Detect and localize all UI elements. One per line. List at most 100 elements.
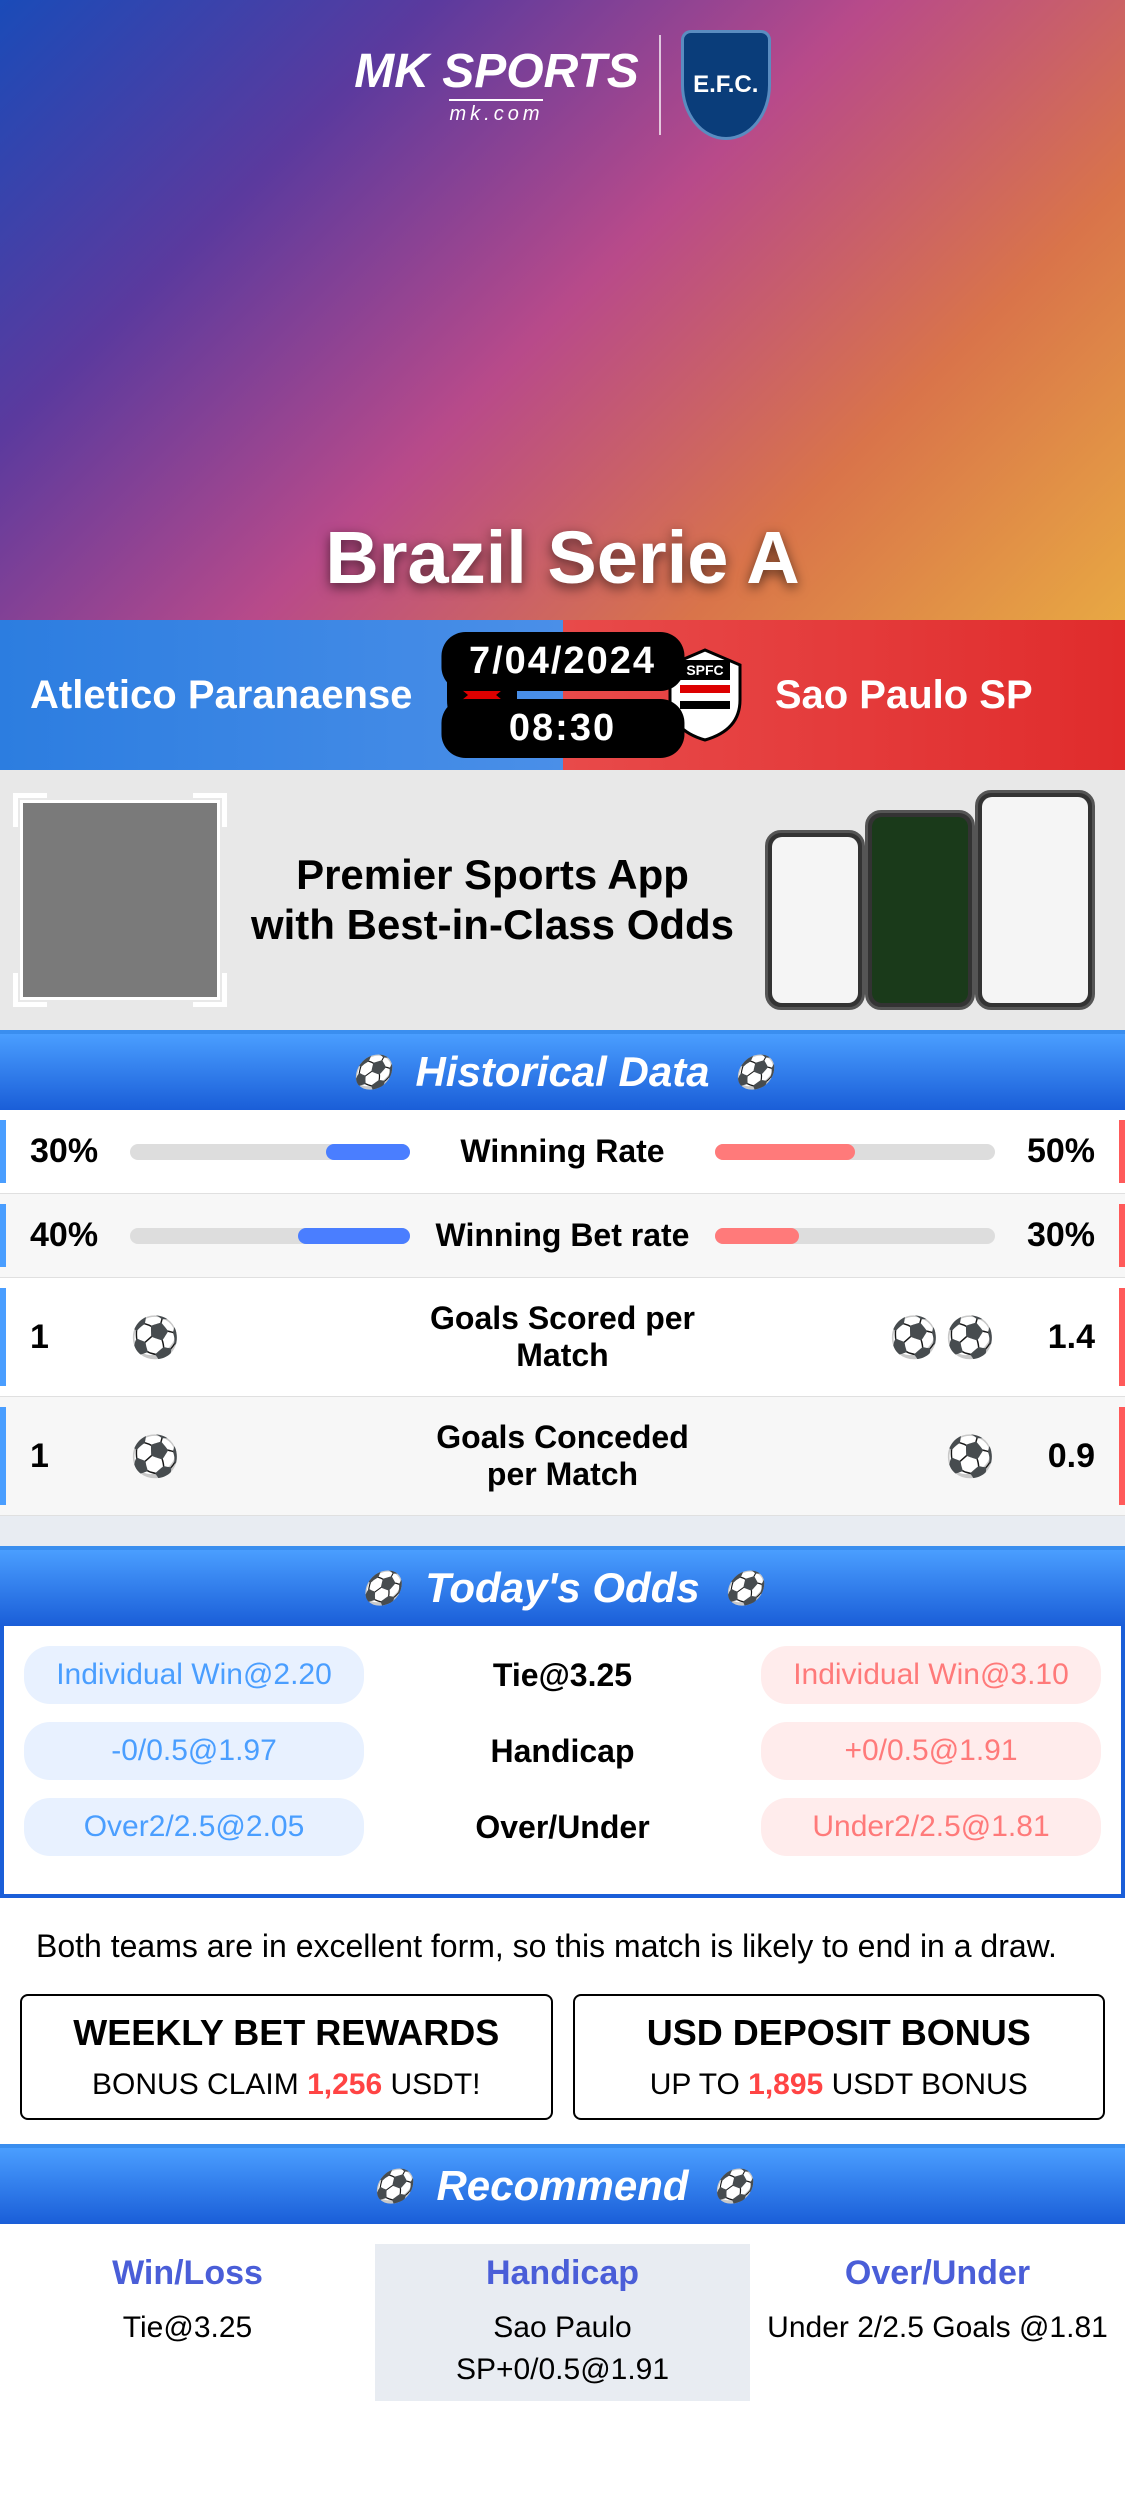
hist-icons-left: ⚽ (130, 1433, 410, 1480)
soccer-icon: ⚽ (734, 1053, 774, 1091)
logo-divider (659, 35, 661, 135)
hist-val-right: 1.4 (995, 1318, 1095, 1357)
historical-body: 30% Winning Rate 50% 40% Winning Bet rat… (0, 1110, 1125, 1516)
match-datetime: 7/04/2024 08:30 (441, 632, 684, 758)
match-time: 08:30 (441, 699, 684, 758)
bonus-sub: BONUS CLAIM 1,256 USDT! (32, 2068, 541, 2102)
hist-bar-right (715, 1228, 995, 1244)
rec-title: Handicap (383, 2254, 742, 2293)
odds-right[interactable]: Individual Win@3.10 (761, 1646, 1101, 1704)
match-date: 7/04/2024 (441, 632, 684, 691)
qr-placeholder[interactable] (20, 800, 220, 1000)
league-title: Brazil Serie A (0, 515, 1125, 600)
spacer (0, 1516, 1125, 1546)
hist-bar-left (130, 1228, 410, 1244)
goal-icon: ⚽ (130, 1433, 180, 1480)
hero-banner: MK SPORTS mk.com E.F.C. Brazil Serie A (0, 0, 1125, 620)
hist-bar-right (715, 1144, 995, 1160)
hist-icons-right: ⚽ (715, 1433, 995, 1480)
rec-title: Over/Under (758, 2254, 1117, 2293)
recommend-col[interactable]: Handicap Sao Paulo SP+0/0.5@1.91 (375, 2244, 750, 2401)
odds-center: Tie@3.25 (364, 1657, 761, 1694)
hist-label: Goals Conceded per Match (410, 1419, 715, 1493)
soccer-icon: ⚽ (361, 1569, 401, 1607)
bonus-title: USD DEPOSIT BONUS (585, 2012, 1094, 2054)
brand-sub: mk.com (449, 99, 543, 126)
hist-val-right: 50% (995, 1132, 1095, 1171)
club-badge: E.F.C. (681, 30, 771, 140)
hist-row: 30% Winning Rate 50% (0, 1110, 1125, 1194)
rec-text: Tie@3.25 (8, 2307, 367, 2349)
hist-row: 1 ⚽ Goals Conceded per Match ⚽ 0.9 (0, 1397, 1125, 1516)
accent-left (0, 1204, 6, 1267)
odds-header: ⚽ Today's Odds ⚽ (0, 1546, 1125, 1626)
odds-left[interactable]: -0/0.5@1.97 (24, 1722, 364, 1780)
historical-title: Historical Data (415, 1048, 709, 1096)
recommend-body: Win/Loss Tie@3.25 Handicap Sao Paulo SP+… (0, 2224, 1125, 2431)
match-bar: Atletico Paranaense SPFC Sao Paulo SP 7/… (0, 620, 1125, 770)
bonus-row: WEEKLY BET REWARDS BONUS CLAIM 1,256 USD… (0, 1994, 1125, 2144)
bonus-card[interactable]: USD DEPOSIT BONUS UP TO 1,895 USDT BONUS (573, 1994, 1106, 2120)
historical-header: ⚽ Historical Data ⚽ (0, 1030, 1125, 1110)
hist-val-left: 30% (30, 1132, 130, 1171)
goal-icon: ⚽ (945, 1433, 995, 1480)
brand-name: MK SPORTS (354, 44, 638, 99)
hist-icons-left: ⚽ (130, 1314, 410, 1361)
odds-row: Individual Win@2.20 Tie@3.25 Individual … (24, 1646, 1101, 1704)
odds-right[interactable]: +0/0.5@1.91 (761, 1722, 1101, 1780)
team2-name: Sao Paulo SP (775, 673, 1033, 717)
rec-text: Under 2/2.5 Goals @1.81 (758, 2307, 1117, 2349)
accent-left (0, 1407, 6, 1505)
odds-left[interactable]: Over2/2.5@2.05 (24, 1798, 364, 1856)
odds-row: -0/0.5@1.97 Handicap +0/0.5@1.91 (24, 1722, 1101, 1780)
hist-bar-left (130, 1144, 410, 1160)
odds-center: Handicap (364, 1733, 761, 1770)
hist-val-left: 1 (30, 1318, 130, 1357)
recommend-header: ⚽ Recommend ⚽ (0, 2144, 1125, 2224)
promo-text: Premier Sports App with Best-in-Class Od… (240, 850, 745, 951)
odds-body: Individual Win@2.20 Tie@3.25 Individual … (0, 1626, 1125, 1898)
goal-icon: ⚽ (889, 1314, 939, 1361)
hist-row: 1 ⚽ Goals Scored per Match ⚽⚽ 1.4 (0, 1278, 1125, 1397)
svg-text:SPFC: SPFC (686, 662, 723, 678)
promo-line2: with Best-in-Class Odds (240, 900, 745, 950)
recommend-col[interactable]: Win/Loss Tie@3.25 (0, 2244, 375, 2401)
hist-label: Winning Bet rate (410, 1217, 715, 1254)
accent-left (0, 1120, 6, 1183)
rec-title: Win/Loss (8, 2254, 367, 2293)
analysis-text: Both teams are in excellent form, so thi… (0, 1898, 1125, 1994)
accent-right (1119, 1288, 1125, 1386)
odds-right[interactable]: Under2/2.5@1.81 (761, 1798, 1101, 1856)
bonus-card[interactable]: WEEKLY BET REWARDS BONUS CLAIM 1,256 USD… (20, 1994, 553, 2120)
odds-title: Today's Odds (425, 1564, 699, 1612)
promo-banner: Premier Sports App with Best-in-Class Od… (0, 770, 1125, 1030)
promo-line1: Premier Sports App (240, 850, 745, 900)
bonus-title: WEEKLY BET REWARDS (32, 2012, 541, 2054)
soccer-icon: ⚽ (373, 2167, 413, 2205)
hist-val-left: 40% (30, 1216, 130, 1255)
bonus-sub: UP TO 1,895 USDT BONUS (585, 2068, 1094, 2102)
hist-val-right: 0.9 (995, 1437, 1095, 1476)
hist-icons-right: ⚽⚽ (715, 1314, 995, 1361)
rec-text: Sao Paulo SP+0/0.5@1.91 (383, 2307, 742, 2391)
recommend-title: Recommend (436, 2162, 688, 2210)
accent-right (1119, 1204, 1125, 1267)
odds-left[interactable]: Individual Win@2.20 (24, 1646, 364, 1704)
goal-icon: ⚽ (945, 1314, 995, 1361)
soccer-icon: ⚽ (724, 1569, 764, 1607)
brand-logo: MK SPORTS mk.com (354, 44, 638, 126)
hero-logo-row: MK SPORTS mk.com E.F.C. (354, 30, 770, 140)
odds-row: Over2/2.5@2.05 Over/Under Under2/2.5@1.8… (24, 1798, 1101, 1856)
soccer-icon: ⚽ (713, 2167, 753, 2205)
accent-left (0, 1288, 6, 1386)
team1-name: Atletico Paranaense (30, 673, 412, 717)
odds-center: Over/Under (364, 1809, 761, 1846)
hist-label: Goals Scored per Match (410, 1300, 715, 1374)
recommend-col[interactable]: Over/Under Under 2/2.5 Goals @1.81 (750, 2244, 1125, 2401)
accent-right (1119, 1120, 1125, 1183)
soccer-icon: ⚽ (352, 1053, 392, 1091)
hist-label: Winning Rate (410, 1133, 715, 1170)
goal-icon: ⚽ (130, 1314, 180, 1361)
badge-text: E.F.C. (693, 71, 758, 99)
promo-phones (765, 790, 1105, 1010)
